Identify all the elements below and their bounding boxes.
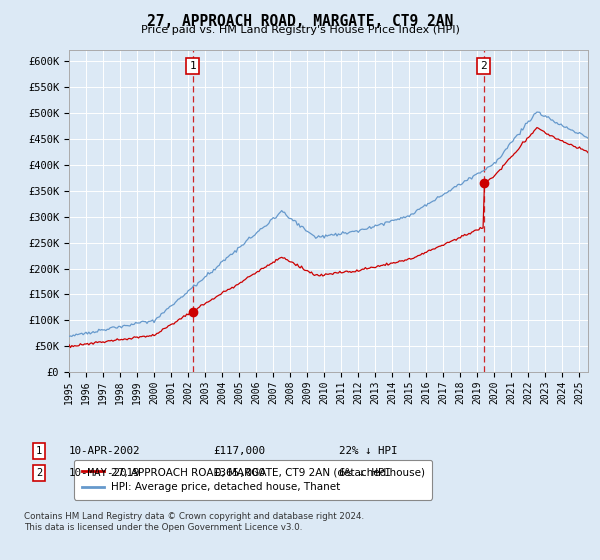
Text: £117,000: £117,000 — [213, 446, 265, 456]
Text: 10-APR-2002: 10-APR-2002 — [69, 446, 140, 456]
Text: Price paid vs. HM Land Registry's House Price Index (HPI): Price paid vs. HM Land Registry's House … — [140, 25, 460, 35]
Text: 22% ↓ HPI: 22% ↓ HPI — [339, 446, 397, 456]
Text: £365,000: £365,000 — [213, 468, 265, 478]
Text: 1: 1 — [190, 61, 196, 71]
Text: 27, APPROACH ROAD, MARGATE, CT9 2AN: 27, APPROACH ROAD, MARGATE, CT9 2AN — [147, 14, 453, 29]
Text: 10-MAY-2019: 10-MAY-2019 — [69, 468, 140, 478]
Text: Contains HM Land Registry data © Crown copyright and database right 2024.
This d: Contains HM Land Registry data © Crown c… — [24, 512, 364, 532]
Legend: 27, APPROACH ROAD, MARGATE, CT9 2AN (detached house), HPI: Average price, detach: 27, APPROACH ROAD, MARGATE, CT9 2AN (det… — [74, 460, 432, 500]
Text: 2: 2 — [36, 468, 42, 478]
Text: 6% ↓ HPI: 6% ↓ HPI — [339, 468, 391, 478]
Text: 2: 2 — [481, 61, 487, 71]
Text: 1: 1 — [36, 446, 42, 456]
